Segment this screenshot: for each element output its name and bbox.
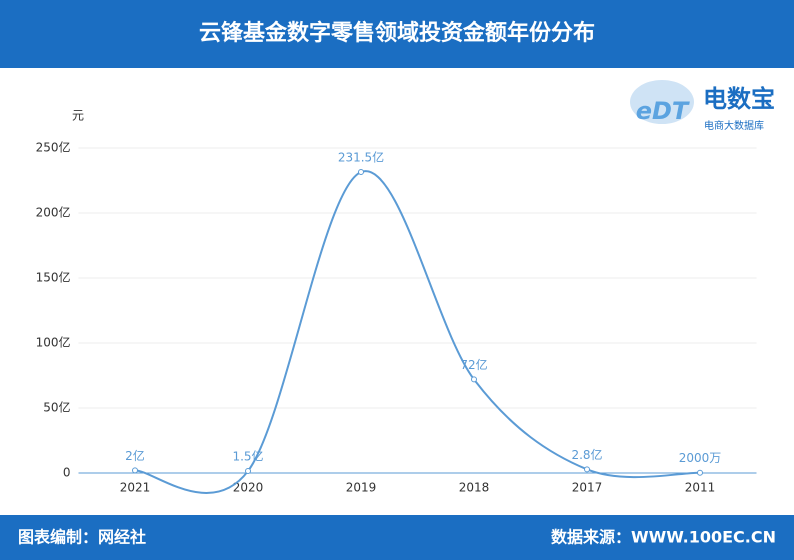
logo-name: 电数宝: [703, 85, 775, 113]
data-label: 231.5亿: [338, 150, 384, 165]
y-tick-label: 100亿: [36, 335, 71, 350]
point: [471, 376, 477, 383]
chart-title: 云锋基金数字零售领域投资金额年份分布: [199, 20, 595, 46]
x-tick-label: 2017: [572, 481, 603, 495]
logo-tagline: 电商大数据库: [704, 119, 764, 132]
point: [584, 466, 590, 473]
x-tick-label: 2019: [346, 481, 377, 495]
footer-right: 数据来源：WWW.100EC.CN: [551, 528, 776, 547]
x-tick-label: 2018: [459, 481, 490, 495]
footer-bar: [0, 515, 794, 560]
y-tick-label: 150亿: [36, 270, 71, 285]
point: [697, 469, 703, 476]
logo-mark: eDT: [636, 97, 690, 125]
data-label: 72亿: [460, 357, 487, 372]
data-label: 2000万: [679, 451, 722, 465]
y-tick-label: 200亿: [36, 205, 71, 220]
y-axis-label: 元: [72, 109, 84, 123]
y-tick-label: 50亿: [43, 400, 70, 415]
footer-left: 图表编制：网经社: [18, 528, 146, 547]
logo: eDT 电数宝 电商大数据库: [630, 80, 775, 132]
point: [358, 169, 364, 176]
x-tick-label: 2011: [685, 481, 716, 495]
point: [132, 467, 138, 474]
point: [245, 468, 251, 475]
header-bar: [0, 0, 794, 68]
x-tick-label: 2021: [120, 481, 151, 495]
logo-cloud: [630, 80, 694, 124]
x-tick-label: 2020: [233, 481, 264, 495]
data-label: 2.8亿: [571, 447, 602, 462]
data-label: 1.5亿: [232, 449, 263, 464]
y-tick-label: 0: [63, 466, 71, 480]
data-label: 2亿: [125, 448, 145, 463]
y-tick-label: 250亿: [36, 140, 71, 155]
